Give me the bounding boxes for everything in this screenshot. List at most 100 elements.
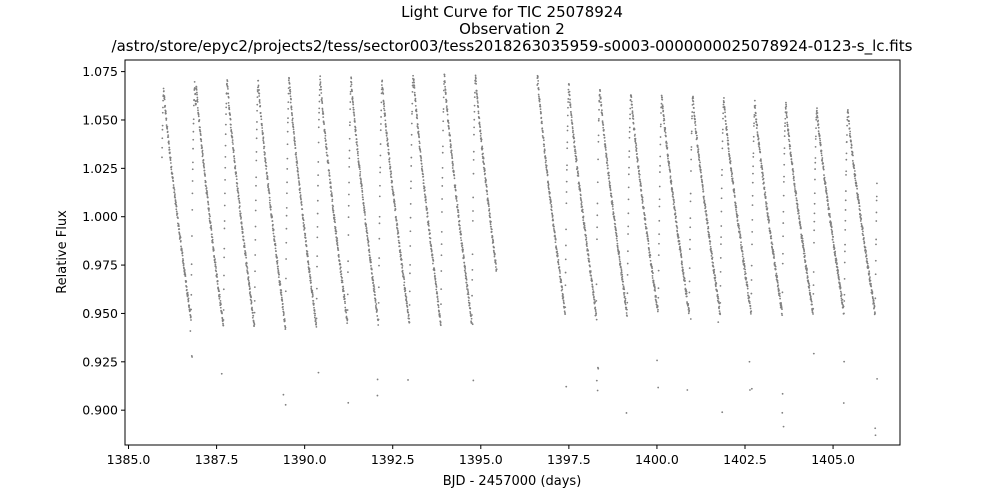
data-point bbox=[736, 216, 739, 219]
data-point bbox=[860, 214, 862, 217]
data-point bbox=[388, 161, 391, 163]
data-point bbox=[285, 227, 288, 230]
data-point bbox=[783, 163, 786, 166]
data-point bbox=[379, 171, 382, 174]
data-point bbox=[295, 158, 298, 160]
data-point bbox=[288, 77, 291, 80]
data-point bbox=[737, 226, 740, 229]
data-point bbox=[221, 312, 223, 315]
data-point bbox=[692, 97, 695, 99]
data-point bbox=[803, 250, 806, 253]
data-point bbox=[409, 187, 412, 190]
data-point bbox=[173, 188, 176, 191]
data-point bbox=[442, 129, 444, 132]
data-point bbox=[658, 242, 660, 245]
data-point bbox=[244, 251, 247, 254]
data-point bbox=[550, 203, 553, 206]
data-point bbox=[738, 230, 741, 233]
data-point bbox=[640, 189, 643, 192]
data-point bbox=[416, 123, 419, 126]
data-point bbox=[222, 288, 225, 291]
data-point bbox=[473, 126, 476, 129]
data-point bbox=[764, 194, 766, 196]
data-point bbox=[848, 120, 850, 122]
data-point bbox=[721, 147, 724, 150]
data-point bbox=[715, 282, 718, 285]
data-point bbox=[657, 287, 660, 290]
data-point bbox=[294, 144, 297, 147]
data-point bbox=[186, 291, 189, 294]
data-point bbox=[753, 125, 755, 127]
y-tick-label: 0.900 bbox=[82, 403, 118, 418]
data-point bbox=[265, 165, 268, 168]
y-tick-label: 1.050 bbox=[82, 112, 118, 127]
data-point bbox=[450, 153, 453, 155]
data-point bbox=[573, 137, 576, 139]
data-point bbox=[349, 93, 352, 95]
data-point bbox=[480, 138, 483, 141]
data-point bbox=[408, 304, 411, 306]
data-point bbox=[457, 209, 460, 212]
data-point bbox=[260, 123, 263, 125]
data-point bbox=[397, 235, 400, 238]
data-point bbox=[606, 164, 609, 167]
data-point bbox=[629, 98, 632, 101]
data-point bbox=[809, 291, 812, 294]
data-point bbox=[320, 92, 323, 94]
data-point bbox=[357, 154, 359, 157]
data-point bbox=[352, 101, 354, 104]
data-point bbox=[813, 229, 816, 232]
data-point bbox=[256, 121, 258, 123]
data-point bbox=[784, 122, 787, 124]
data-point bbox=[284, 403, 287, 406]
data-point bbox=[662, 105, 664, 108]
data-point bbox=[793, 179, 795, 182]
data-point bbox=[473, 110, 476, 113]
data-point bbox=[869, 279, 872, 282]
data-point bbox=[201, 154, 204, 156]
data-point bbox=[384, 123, 387, 125]
data-point bbox=[782, 194, 785, 197]
data-point bbox=[397, 232, 400, 234]
data-point bbox=[409, 230, 412, 233]
data-point bbox=[764, 195, 767, 198]
data-point bbox=[402, 273, 405, 276]
data-point bbox=[689, 217, 692, 220]
data-point bbox=[242, 239, 245, 242]
data-point bbox=[828, 213, 831, 215]
data-point bbox=[653, 283, 656, 286]
data-point bbox=[412, 79, 415, 82]
data-point bbox=[410, 122, 413, 125]
data-point bbox=[225, 113, 227, 116]
data-point bbox=[347, 193, 350, 196]
data-point bbox=[673, 206, 676, 209]
data-point bbox=[201, 152, 204, 155]
data-point bbox=[271, 216, 274, 218]
data-point bbox=[488, 209, 491, 212]
data-point bbox=[315, 287, 318, 290]
data-point bbox=[246, 267, 249, 269]
data-point bbox=[376, 378, 379, 381]
data-point bbox=[825, 193, 828, 195]
data-point bbox=[752, 172, 754, 175]
data-point bbox=[840, 297, 843, 300]
data-point bbox=[559, 275, 562, 278]
data-point bbox=[835, 257, 838, 260]
data-point bbox=[332, 205, 335, 208]
data-point bbox=[564, 313, 567, 315]
data-point bbox=[234, 165, 237, 167]
data-point bbox=[328, 169, 330, 172]
data-point bbox=[201, 155, 204, 158]
data-point bbox=[429, 232, 431, 235]
data-point bbox=[284, 290, 287, 293]
data-point bbox=[179, 236, 182, 239]
data-point bbox=[623, 293, 625, 296]
data-point bbox=[827, 203, 829, 205]
data-point bbox=[246, 269, 249, 272]
data-point bbox=[288, 82, 291, 85]
data-point bbox=[365, 225, 367, 228]
data-point bbox=[747, 295, 750, 297]
data-point bbox=[552, 228, 555, 230]
data-point bbox=[627, 173, 630, 176]
data-point bbox=[417, 130, 420, 133]
